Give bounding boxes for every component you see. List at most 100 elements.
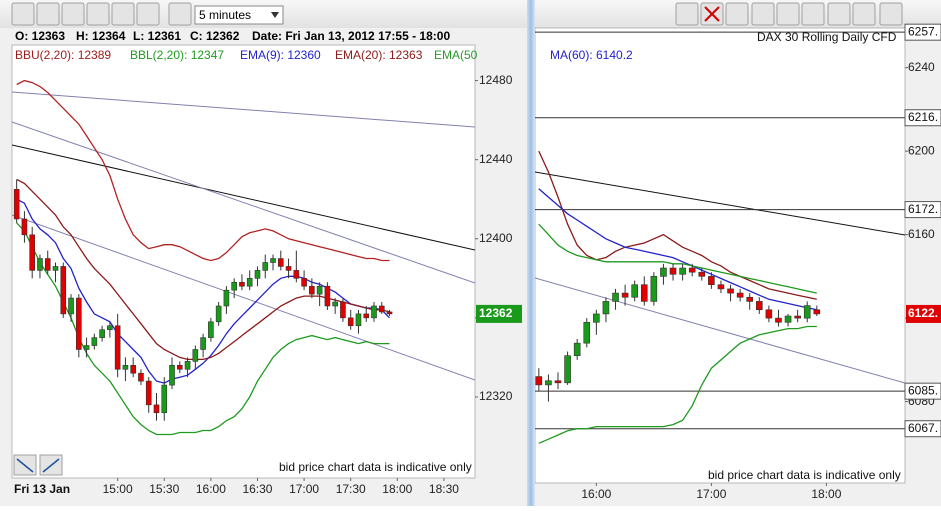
interval-select[interactable]: 5 minutes <box>194 5 284 25</box>
y-tick-label: 6200 <box>908 143 935 157</box>
candle-body <box>161 384 168 414</box>
button[interactable] <box>827 2 851 26</box>
level-tag <box>904 420 941 438</box>
select-arrow <box>271 12 279 18</box>
trend-line <box>12 144 475 251</box>
level-tag <box>904 201 941 219</box>
candle-body <box>130 365 136 374</box>
select-text: 5 minutes <box>199 8 251 22</box>
candle-body <box>60 266 67 315</box>
button[interactable] <box>801 2 825 26</box>
candle-body <box>554 380 562 384</box>
candle-body <box>21 218 28 236</box>
x-tick-label: 16:00 <box>581 487 611 501</box>
ohlc-info: O: 12363 <box>15 29 65 43</box>
candle-body <box>324 285 331 307</box>
chart <box>535 31 905 444</box>
right-trend-lines <box>535 171 905 384</box>
drawing-tools <box>13 454 63 476</box>
button[interactable] <box>111 2 135 26</box>
candle-body <box>231 281 237 291</box>
button[interactable] <box>11 2 35 26</box>
button[interactable] <box>725 2 749 26</box>
candle-body <box>756 301 763 311</box>
candle-body <box>535 376 543 386</box>
button[interactable] <box>36 2 60 26</box>
legend-entry: BBU(2,20): 12389 <box>15 48 111 62</box>
candle-body <box>99 329 105 338</box>
button[interactable] <box>776 2 800 26</box>
candle-body <box>736 292 744 298</box>
candle-body <box>254 270 261 279</box>
toolbar-buttons <box>11 2 903 26</box>
candle-body <box>708 276 715 286</box>
y-tick-label: 6160 <box>908 227 935 241</box>
candle-body <box>573 342 581 356</box>
y-tick-label: 6240 <box>908 60 935 74</box>
indicator-line <box>538 150 817 300</box>
button[interactable] <box>675 2 699 26</box>
x-tick-label: 15:30 <box>149 482 179 496</box>
candle-body <box>621 292 629 298</box>
candle-body <box>355 313 362 327</box>
last-price-tag <box>476 304 522 323</box>
ohlc-info: Date: Fri Jan 13, 2012 17:55 - 18:00 <box>252 29 450 43</box>
candle-body <box>68 297 74 315</box>
indicator-line <box>16 79 390 262</box>
level-label: 6067. <box>908 421 938 435</box>
x-tick-label: 16:30 <box>242 482 272 496</box>
button[interactable] <box>751 2 775 26</box>
chart-overlay: 6080612061606200624016:0017:0018:006257.… <box>550 23 941 501</box>
y-tick-label: 12400 <box>479 231 513 245</box>
candle-body <box>246 278 253 287</box>
level-label: 6216. <box>908 110 938 124</box>
trend-line <box>12 121 475 284</box>
candle-body <box>679 267 686 275</box>
candle-body <box>91 337 98 346</box>
button[interactable] <box>168 2 192 26</box>
x-tick-label: 18:30 <box>429 482 459 496</box>
select-box[interactable] <box>194 5 284 25</box>
candle-body <box>340 301 346 319</box>
candle-body <box>717 284 725 290</box>
candle-body <box>813 309 821 315</box>
candle-body <box>612 292 619 302</box>
candle-body <box>52 266 59 271</box>
ohlc-info: C: 12362 <box>190 29 240 43</box>
legend-entry: EMA(50 <box>434 48 478 62</box>
button[interactable] <box>61 2 85 26</box>
candle-body <box>83 345 90 350</box>
candle-body <box>378 305 385 313</box>
x-tick-label: 18:00 <box>811 487 841 501</box>
candle-body <box>208 321 214 338</box>
candle-body <box>223 289 230 307</box>
candle-body <box>794 315 801 319</box>
candle-body <box>316 285 323 295</box>
candle-body <box>631 284 638 298</box>
candle-body <box>44 258 51 271</box>
right-plot <box>534 27 906 484</box>
candle-body <box>386 311 393 315</box>
chart-title: DAX 30 Rolling Daily CFD <box>757 30 897 44</box>
candle-body <box>277 258 284 267</box>
indicator-line <box>538 223 817 294</box>
y-tick-label: 12440 <box>479 152 513 166</box>
x-tick-label: 16:00 <box>196 482 226 496</box>
candle-body <box>270 258 276 263</box>
candle-body <box>332 301 338 307</box>
button[interactable] <box>136 2 160 26</box>
legend-entry: EMA(9): 12360 <box>240 48 321 62</box>
candle-body <box>293 270 300 279</box>
button[interactable] <box>86 2 110 26</box>
x-tick-label: 17:30 <box>336 482 366 496</box>
last-price-tag <box>906 304 941 323</box>
candle-body <box>184 361 191 370</box>
candle-body <box>371 305 377 319</box>
button[interactable] <box>852 2 876 26</box>
candle-body <box>239 281 245 287</box>
button[interactable] <box>879 2 903 26</box>
candle-body <box>775 317 782 323</box>
delete-icon <box>704 6 720 22</box>
